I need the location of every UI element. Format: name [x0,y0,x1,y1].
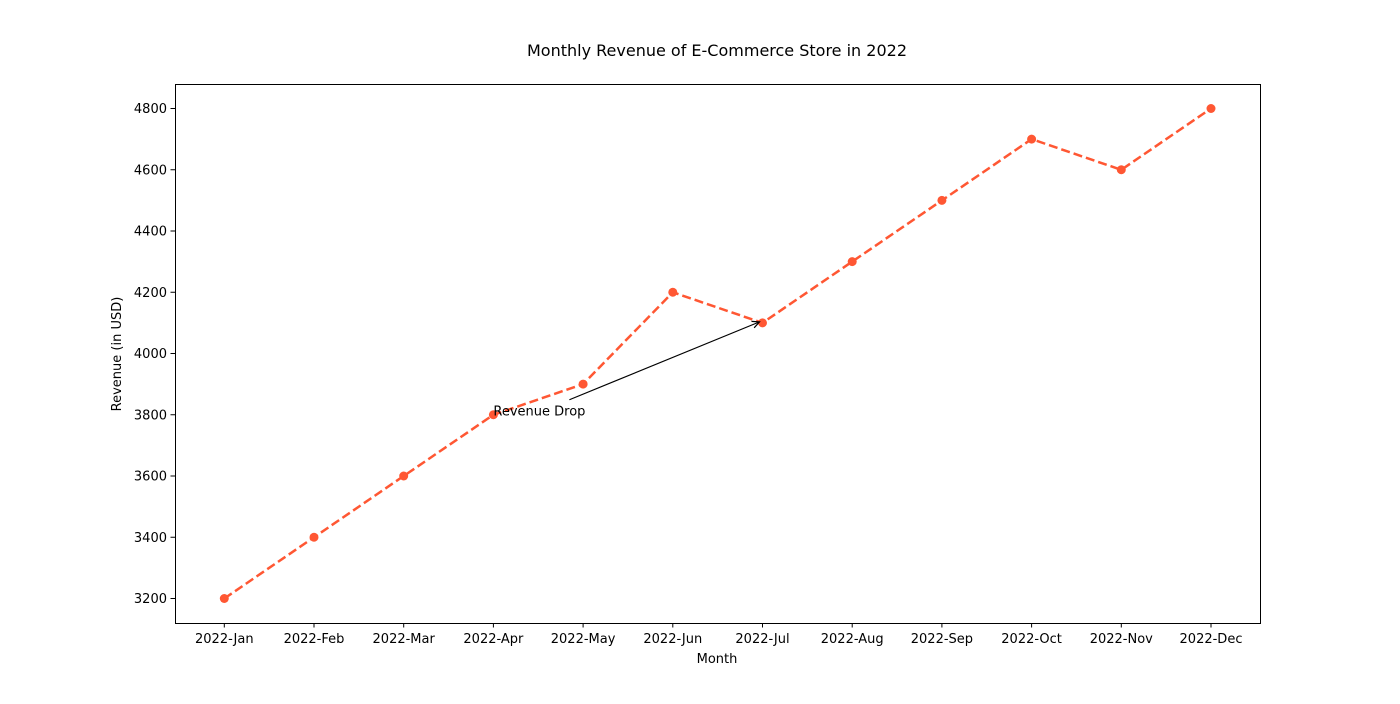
x-tick-label: 2022-Dec [1180,632,1243,647]
y-tick-label: 4600 [134,163,167,178]
x-axis-label: Month [697,652,738,667]
x-tick-label: 2022-Jan [195,632,254,647]
annotation-arrow-line [569,321,760,401]
y-tick-label: 3600 [134,470,167,485]
data-point [309,532,319,542]
data-point [668,287,678,297]
x-tick-label: 2022-Apr [463,632,524,647]
y-tick-label: 3800 [134,408,167,423]
series-line [223,107,1212,600]
x-tick-label: 2022-Mar [373,632,436,647]
data-point [399,471,409,481]
y-tick-label: 4000 [134,347,167,362]
annotation-layer: Revenue Drop [493,320,761,419]
x-tick-label: 2022-May [551,632,616,647]
x-tick-label: 2022-Jul [735,632,789,647]
y-axis-ticks: 3200 3400 3600 3800 4000 4200 4400 4600 4800 [134,102,175,607]
data-point [1027,134,1037,144]
data-point [937,195,947,205]
data-point [488,410,498,420]
y-tick-label: 3200 [134,592,167,607]
x-tick-label: 2022-Nov [1090,632,1153,647]
plot-frame [175,84,1261,624]
y-axis-label: Revenue (in USD) [110,297,125,412]
y-tick-label: 4200 [134,286,167,301]
annotation-text: Revenue Drop [493,404,585,419]
x-tick-label: 2022-Sep [911,632,973,647]
data-point [1206,104,1216,113]
chart-title: Monthly Revenue of E-Commerce Store in 2… [527,41,907,60]
y-tick-label: 4400 [134,225,167,240]
data-point [219,594,229,603]
y-tick-label: 3400 [134,531,167,546]
x-tick-label: 2022-Jun [643,632,702,647]
x-tick-label: 2022-Oct [1001,632,1062,647]
series-layer [219,104,1216,603]
x-tick-label: 2022-Aug [821,632,884,647]
data-point [758,318,767,328]
x-tick-label: 2022-Feb [284,632,345,647]
data-point [847,257,857,267]
data-point [578,379,588,389]
data-point [1116,165,1126,175]
x-axis-ticks: 2022-Jan 2022-Feb 2022-Mar 2022-Apr 2022-May… [195,623,1242,647]
y-tick-label: 4800 [134,102,167,117]
annotation-arrow-head [751,320,761,329]
